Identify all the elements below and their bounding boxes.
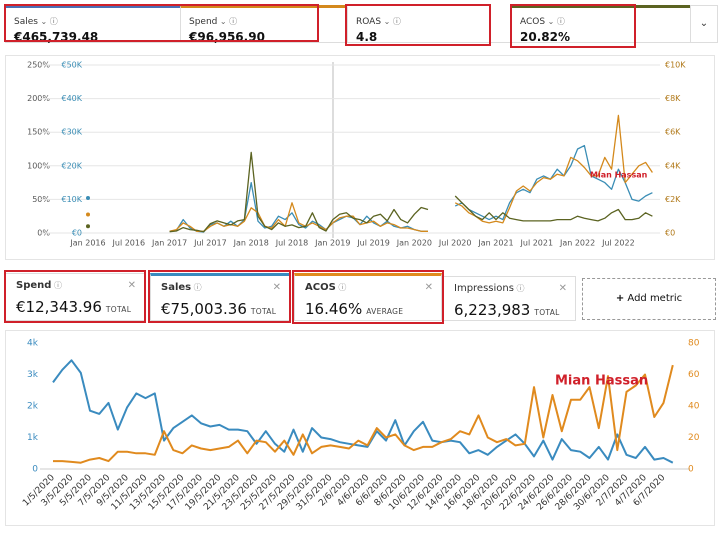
metric-name: Sales <box>14 16 58 27</box>
y-tick-label: 60 <box>688 370 700 380</box>
metric-name: ACOS <box>305 282 346 293</box>
series-line <box>169 144 653 233</box>
y-tick-label: 150% <box>27 128 50 137</box>
metric-name: ROAS <box>356 16 401 27</box>
x-tick-label: Jan 2019 <box>314 239 350 248</box>
highlight-box <box>510 4 636 48</box>
highlight-box <box>4 4 319 42</box>
x-tick-label: Jul 2016 <box>112 239 146 248</box>
y-tick-label: 2k <box>27 402 39 412</box>
close-icon[interactable]: ✕ <box>272 282 281 293</box>
metric-value-text: €12,343.96 <box>16 298 102 316</box>
x-tick-label: Jul 2020 <box>438 239 472 248</box>
metric-name: Spend <box>16 280 62 291</box>
y-tick-label: 100% <box>27 161 50 170</box>
y-tick-label: €50K <box>61 61 82 70</box>
y-tick-label: €30K <box>61 128 82 137</box>
y-tick-label: €8K <box>665 94 681 103</box>
y-tick-label: 250% <box>27 61 50 70</box>
y-tick-label: €4K <box>665 161 681 170</box>
x-tick-label: Jan 2020 <box>396 239 432 248</box>
y-tick-label: 1k <box>27 433 39 443</box>
metric-name: Sales <box>161 282 202 293</box>
close-icon[interactable]: ✕ <box>424 282 433 293</box>
metric-note: TOTAL <box>105 305 132 314</box>
x-tick-label: Jul 2022 <box>601 239 635 248</box>
y-tick-label: 40 <box>688 402 700 412</box>
highlight-box <box>4 270 146 323</box>
metric-value: 4.8 <box>356 30 378 44</box>
metric-note: TOTAL <box>534 308 560 317</box>
y-tick-label: €0 <box>72 229 82 238</box>
watermark: Mian Hassan <box>590 171 648 180</box>
x-tick-label: Jul 2018 <box>275 239 309 248</box>
y-tick-label: €6K <box>665 128 681 137</box>
add-metric-label: Add metric <box>627 293 683 304</box>
y-tick-label: 3k <box>27 370 39 380</box>
y-tick-label: €40K <box>61 94 82 103</box>
y-tick-label: €2K <box>665 195 681 204</box>
y-tick-label: €20K <box>61 161 82 170</box>
x-tick-label: Jan 2022 <box>559 239 595 248</box>
close-icon[interactable]: ✕ <box>127 280 136 291</box>
metric-note: AVERAGE <box>366 307 404 316</box>
data-point <box>86 224 90 229</box>
y-tick-label: 0 <box>32 465 38 475</box>
y-tick-label: €10K <box>61 195 82 204</box>
series-line <box>53 364 674 464</box>
x-tick-label: Jan 2018 <box>233 239 269 248</box>
x-tick-label: Jul 2017 <box>193 239 227 248</box>
metric-name: ACOS <box>520 16 565 27</box>
metric-value: €12,343.96 TOTAL <box>16 298 131 316</box>
metric-card[interactable]: ACOS 20.82% <box>511 5 691 44</box>
highlight-box <box>292 270 444 324</box>
x-tick-label: Jul 2021 <box>520 239 554 248</box>
data-point <box>86 212 90 217</box>
series-line <box>52 359 674 464</box>
close-icon[interactable]: ✕ <box>558 283 567 294</box>
y-tick-label: 0 <box>688 465 694 475</box>
metric-value-text: 6,223,983 <box>454 301 531 319</box>
y-tick-label: 200% <box>27 94 50 103</box>
metric-name: Spend <box>189 16 237 27</box>
y-tick-label: 4k <box>27 339 39 349</box>
y-tick-label: €10K <box>665 61 686 70</box>
metric-value-text: 16.46% <box>305 300 363 318</box>
metric-card[interactable]: ROAS 4.8 <box>347 5 512 44</box>
data-point <box>86 196 90 201</box>
dropdown[interactable]: ⌄ <box>690 5 718 43</box>
y-tick-label: 80 <box>688 339 700 349</box>
metric-card[interactable]: ACOS ✕ 16.46%AVERAGE <box>294 273 442 321</box>
metric-value: €75,003.36 TOTAL <box>161 300 276 318</box>
add-metric-button[interactable]: + Add metric <box>582 278 716 320</box>
metric-value-text: €75,003.36 <box>161 300 247 318</box>
x-tick-label: Jan 2021 <box>477 239 513 248</box>
y-tick-label: 20 <box>688 433 700 443</box>
metric-value: 16.46% AVERAGE <box>305 300 403 318</box>
highlight-box <box>345 4 491 46</box>
chart-panel <box>5 55 715 260</box>
chart-panel <box>5 330 715 526</box>
y-tick-label: €0 <box>665 229 675 238</box>
series-line <box>169 151 653 233</box>
x-tick-label: Jul 2019 <box>356 239 390 248</box>
watermark: Mian Hassan <box>555 374 648 389</box>
x-tick-label: Jan 2017 <box>151 239 187 248</box>
metric-value: 20.82% <box>520 30 570 44</box>
metric-note: TOTAL <box>250 307 277 316</box>
metric-card[interactable]: Sales €465,739.48 <box>5 5 181 44</box>
highlight-box <box>148 270 291 323</box>
metric-name: Impressions <box>454 283 525 294</box>
series-line <box>169 114 653 232</box>
metric-value: 6,223,983 TOTAL <box>454 301 560 319</box>
x-tick-label: Jan 2016 <box>69 239 105 248</box>
